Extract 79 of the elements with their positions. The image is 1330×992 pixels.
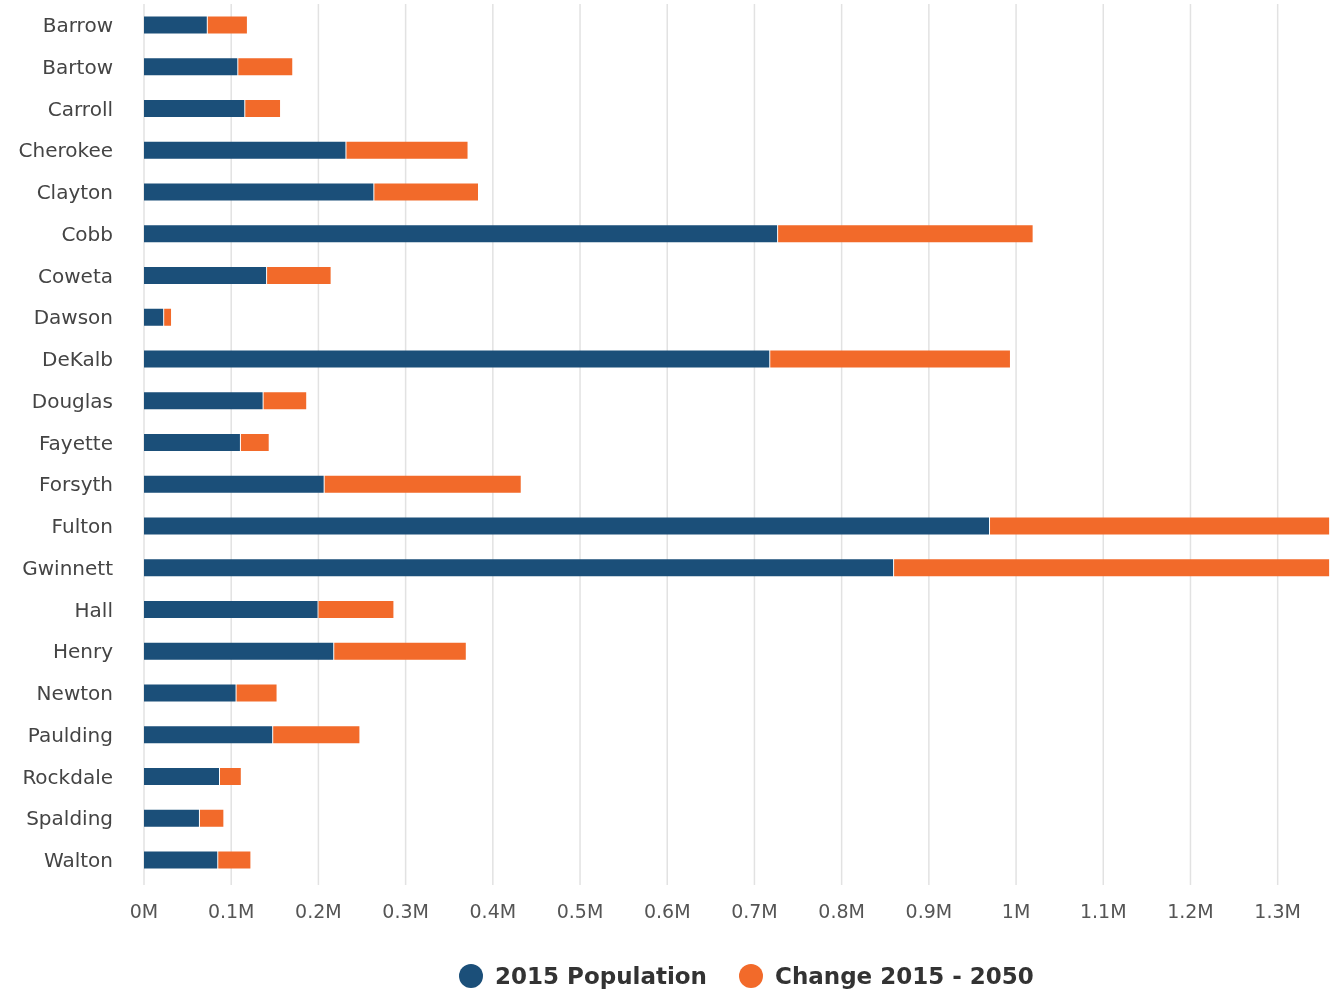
y-tick-label: Dawson — [33, 305, 113, 330]
x-tick-label: 1.1M — [1079, 900, 1127, 922]
bar — [144, 684, 236, 702]
bar — [144, 16, 207, 34]
y-tick-label: Barrow — [42, 13, 113, 37]
x-tick-label: 1M — [1001, 900, 1031, 922]
bar — [263, 392, 307, 410]
x-tick-label: 1.2M — [1167, 900, 1214, 922]
bar — [267, 267, 331, 284]
x-tick-label: 0.6M — [643, 900, 691, 922]
bar — [144, 434, 240, 451]
bar — [770, 350, 1010, 368]
y-tick-label: Gwinnett — [22, 555, 114, 580]
bar — [778, 225, 1033, 243]
bar — [245, 100, 281, 117]
bar — [164, 308, 172, 326]
y-tick-label: Henry — [52, 639, 114, 664]
bar — [144, 726, 273, 744]
legend-label: Change 2015 - 2050 — [775, 963, 1034, 989]
bar — [144, 100, 245, 117]
x-tick-label: 0.7M — [731, 900, 778, 922]
y-tick-label: Clayton — [36, 180, 113, 204]
bar — [346, 141, 468, 159]
bar — [218, 851, 251, 869]
x-tick-label: 0.3M — [382, 900, 429, 922]
bar — [894, 559, 1330, 577]
y-tick-label: Forsyth — [38, 472, 113, 497]
x-tick-label: 1.3M — [1254, 900, 1301, 922]
x-tick-label: 0.4M — [469, 900, 517, 922]
bar — [199, 809, 224, 827]
bar — [144, 350, 770, 368]
y-tick-label: Cherokee — [18, 138, 113, 163]
y-tick-label: DeKalb — [42, 347, 113, 371]
bar — [238, 58, 293, 76]
x-tick-label: 0M — [129, 900, 159, 922]
bar — [334, 642, 466, 660]
bar — [144, 809, 199, 827]
bar — [144, 267, 267, 284]
bar — [144, 517, 990, 535]
bar — [144, 642, 334, 660]
bar — [207, 16, 247, 34]
bar — [236, 684, 277, 702]
x-tick-label: 0.2M — [295, 900, 342, 922]
x-tick-label: 0.8M — [818, 900, 865, 922]
x-tick-label: 0.1M — [207, 900, 255, 922]
y-tick-label: Bartow — [42, 54, 113, 79]
bar — [220, 768, 241, 785]
y-tick-label: Fulton — [51, 514, 113, 538]
y-tick-label: Hall — [74, 597, 113, 622]
bar — [324, 475, 521, 493]
bar — [374, 183, 478, 201]
bar — [144, 225, 778, 243]
bar — [144, 851, 218, 869]
bar — [144, 768, 219, 785]
bar — [240, 434, 269, 451]
y-tick-label: Rockdale — [22, 764, 113, 789]
bar — [144, 308, 164, 326]
bar — [990, 517, 1330, 535]
bar — [144, 559, 894, 577]
y-tick-label: Cobb — [61, 221, 113, 246]
y-tick-label: Douglas — [31, 388, 113, 413]
y-tick-label: Walton — [43, 848, 113, 872]
bar — [144, 58, 238, 76]
y-tick-label: Newton — [36, 681, 113, 705]
bar — [144, 475, 324, 493]
legend-label: 2015 Population — [495, 963, 707, 989]
bar — [144, 141, 346, 159]
bar — [318, 601, 394, 618]
x-tick-label: 0.5M — [556, 900, 604, 922]
bar — [273, 726, 360, 744]
y-tick-label: Carroll — [47, 96, 113, 121]
bar — [144, 392, 263, 410]
bar — [144, 183, 374, 201]
y-tick-label: Paulding — [27, 722, 113, 747]
y-tick-label: Spalding — [26, 806, 113, 831]
bar — [144, 601, 318, 618]
y-tick-label: Fayette — [38, 430, 113, 455]
y-tick-label: Coweta — [38, 263, 113, 288]
x-tick-label: 0.9M — [905, 900, 953, 922]
